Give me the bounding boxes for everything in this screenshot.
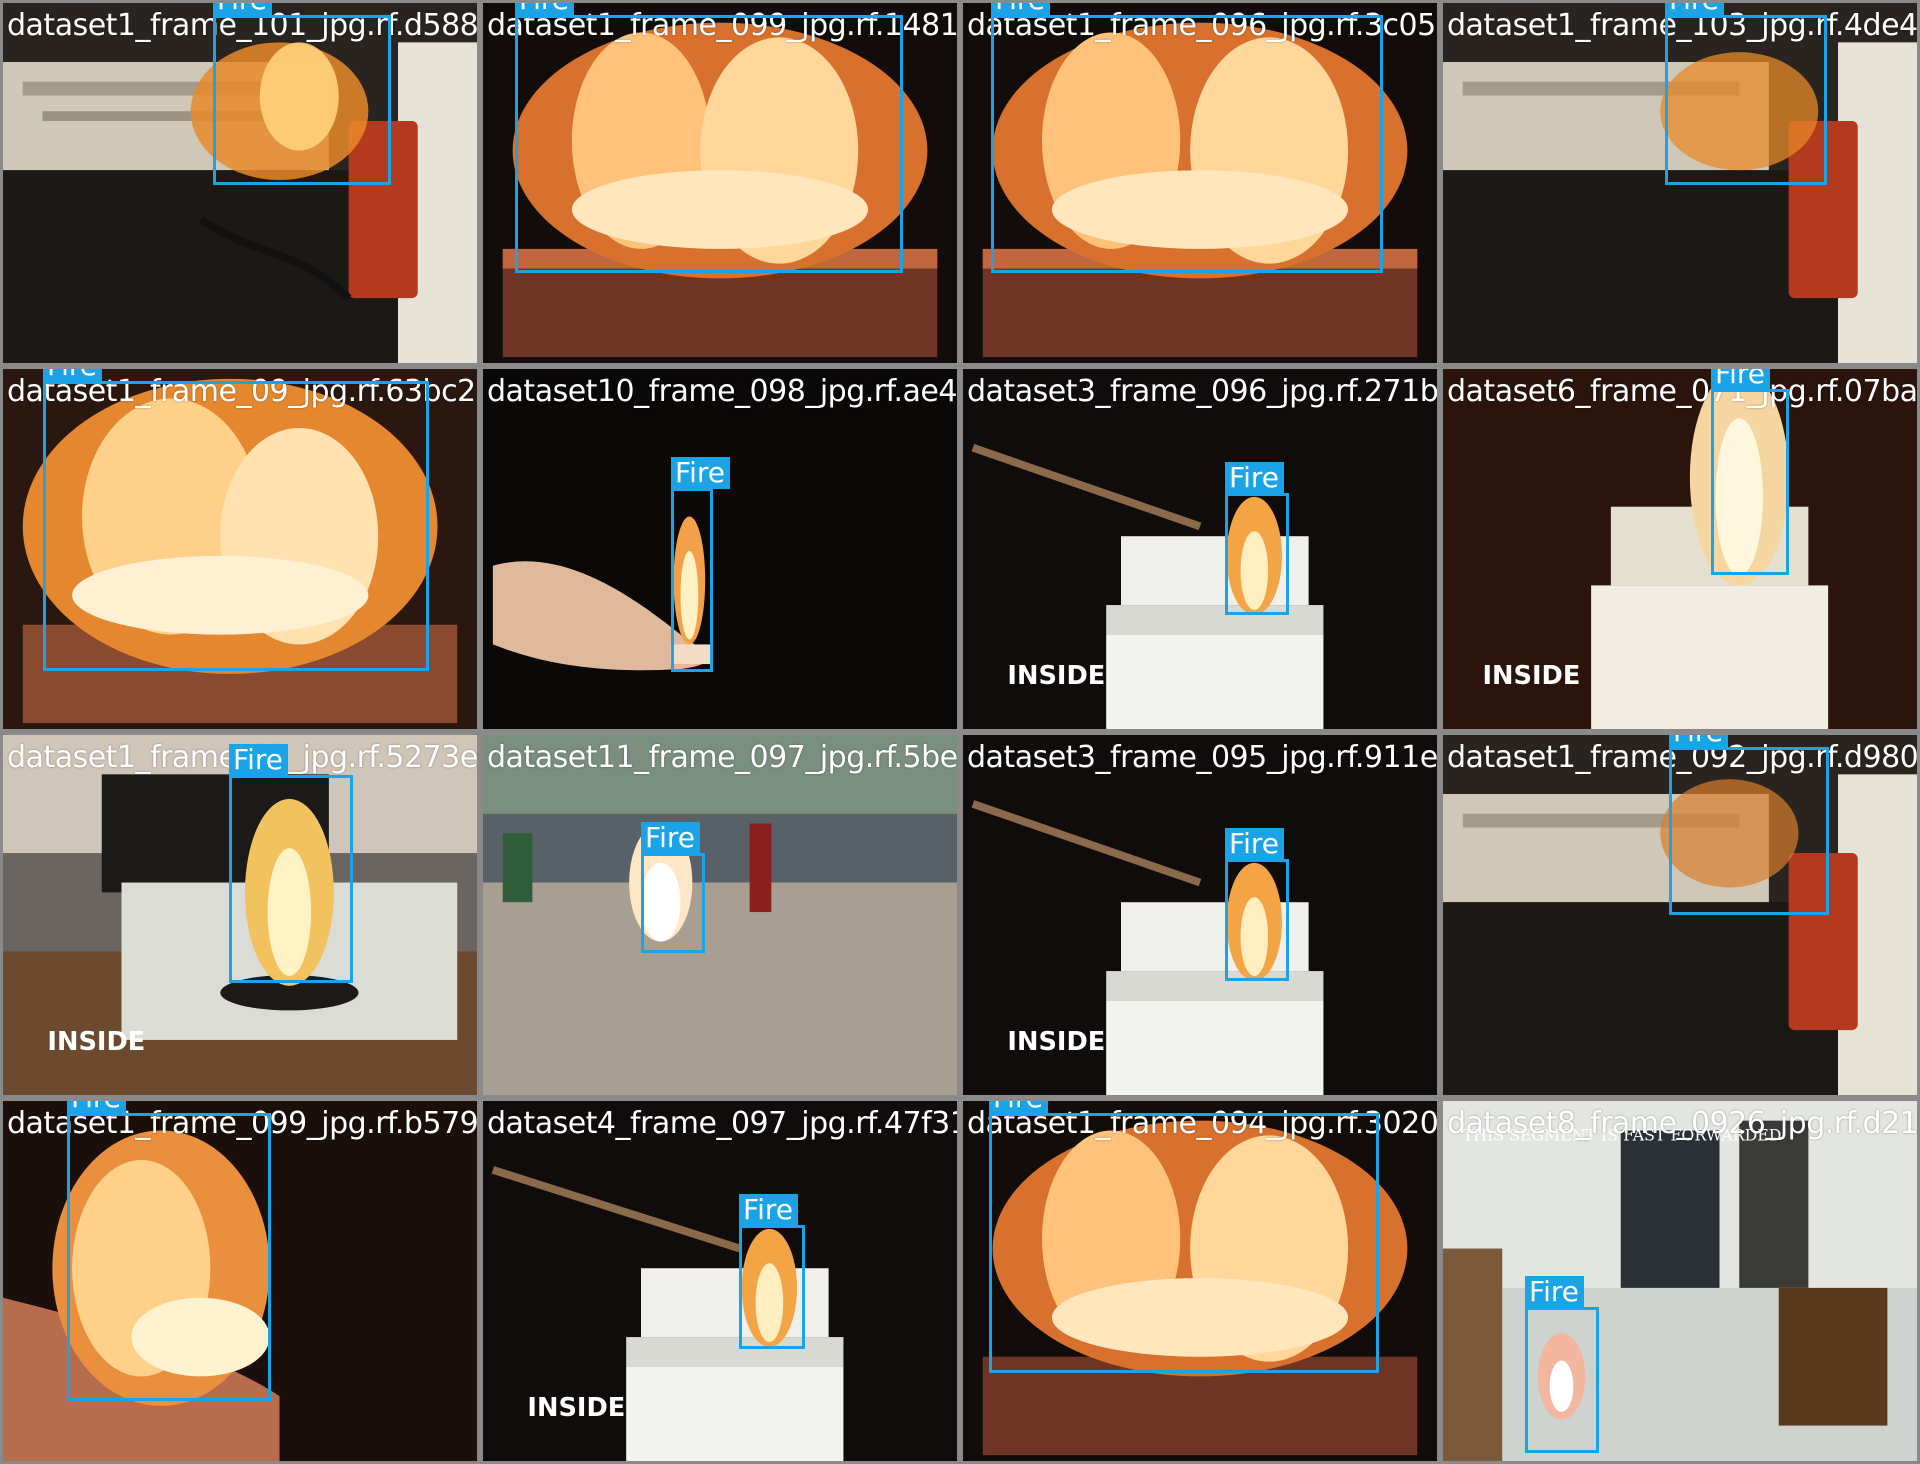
image-tile: INSIDE dataset6_frame_071_jpg.rf.07ba Fi… [1440,366,1920,732]
image-tile: INSIDE dataset3_frame_095_jpg.rf.911e2 F… [960,732,1440,1098]
image-tile: dataset1_frame_094_jpg.rf.3020 Fire [960,1098,1440,1464]
scene-stove-fire: INSIDE [963,735,1437,1095]
fire-detection-box: Fire [739,1194,805,1349]
scene-toaster-flames [483,3,957,363]
image-filename: dataset4_frame_097_jpg.rf.47f31 [487,1106,960,1141]
image-tile: dataset1_frame_099_jpg.rf.14817 Fire [480,0,960,366]
image-filename: dataset3_frame_096_jpg.rf.271b3 [967,374,1440,409]
image-tile: THIS SEGMENT IS FAST FORWARDED dataset8_… [1440,1098,1920,1464]
fire-detection-box: Fire [213,3,391,185]
fire-detection-label: Fire [989,1101,1048,1114]
fire-detection-box: Fire [229,744,353,983]
image-tile: dataset1_frame_096_jpg.rf.3c055 Fire [960,0,1440,366]
scene-outlet [1443,735,1917,1095]
fire-detection-label: Fire [739,1194,798,1226]
fire-detection-box: Fire [991,3,1383,273]
image-tile: dataset1_frame_092_jpg.rf.d980 Fire [1440,732,1920,1098]
fire-detection-label: Fire [641,822,700,854]
scene-hand-fire [3,1101,477,1461]
scene-outlet [3,3,477,363]
scene-room-cctv: THIS SEGMENT IS FAST FORWARDED [1443,1101,1917,1461]
inside-edition-logo: INSIDE [47,1027,145,1057]
fire-detection-label: Fire [1225,828,1284,860]
fire-detection-box: Fire [1225,462,1289,615]
fire-detection-label: Fire [67,1101,126,1114]
fire-detection-label: Fire [515,3,574,16]
fire-detection-box: Fire [1525,1276,1599,1453]
image-tile: dataset11_frame_097_jpg.rf.5bee Fire [480,732,960,1098]
fire-detection-label: Fire [991,3,1050,16]
image-filename: dataset6_frame_071_jpg.rf.07ba [1447,374,1918,409]
image-tile: dataset1_frame_103_jpg.rf.4de45 Fire [1440,0,1920,366]
image-tile: dataset1_frame_101_jpg.rf.d58836 Fire [0,0,480,366]
scene-toaster-flames [963,1101,1437,1461]
fire-detection-label: Fire [229,744,288,776]
fire-detection-box: Fire [671,457,730,672]
fire-detection-label: Fire [43,369,102,382]
fire-detection-box: Fire [1225,828,1289,981]
fire-detection-box: Fire [1665,3,1827,185]
image-tile: dataset1_frame_09_jpg.rf.63bc29 Fire [0,366,480,732]
image-tile: INSIDE dataset4_frame_097_jpg.rf.47f31 F… [480,1098,960,1464]
fire-detection-box: Fire [515,3,903,273]
scene-kitchen-pan-fire: INSIDE [3,735,477,1095]
inside-edition-logo: INSIDE [1007,1027,1105,1057]
scene-stove-dark-fire: INSIDE [1443,369,1917,729]
scene-toaster-flames [963,3,1437,363]
image-filename: dataset3_frame_095_jpg.rf.911e2 [967,740,1440,775]
scene-stove-fire: INSIDE [483,1101,957,1461]
fire-detection-label: Fire [1525,1276,1584,1308]
fire-detection-box: Fire [641,822,705,953]
fire-detection-box: Fire [989,1101,1379,1373]
scene-stove-fire: INSIDE [963,369,1437,729]
scene-hand-flame [483,369,957,729]
inside-edition-logo: INSIDE [1483,661,1581,691]
fire-detection-label: Fire [1225,462,1284,494]
scene-street-fire [483,735,957,1095]
image-tile: dataset1_frame_099_jpg.rf.b579e Fire [0,1098,480,1464]
image-tile: INSIDE dataset3_frame_096_jpg.rf.271b3 F… [960,366,1440,732]
image-tile: INSIDE dataset1_frame_11_jpg.rf.5273ea F… [0,732,480,1098]
image-filename: dataset8_frame_0926_jpg.rf.d219 [1447,1106,1920,1141]
fire-detection-box: Fire [1669,735,1829,915]
fire-detection-box: Fire [1711,369,1789,575]
fire-detection-label: Fire [213,3,272,16]
cctv-caption: THIS SEGMENT IS FAST FORWARDED [1463,1125,1782,1144]
image-tile: dataset10_frame_098_jpg.rf.ae448 Fire [480,366,960,732]
image-filename: dataset10_frame_098_jpg.rf.ae448 [487,374,960,409]
inside-edition-logo: INSIDE [527,1393,625,1423]
fire-detection-label: Fire [1669,735,1728,748]
fire-detection-label: Fire [671,457,730,489]
fire-detection-label: Fire [1665,3,1724,16]
fire-detection-box: Fire [67,1101,271,1401]
inside-edition-logo: INSIDE [1007,661,1105,691]
image-filename: dataset11_frame_097_jpg.rf.5bee [487,740,960,775]
fire-detection-label: Fire [1711,369,1770,390]
fire-detection-box: Fire [43,369,429,671]
